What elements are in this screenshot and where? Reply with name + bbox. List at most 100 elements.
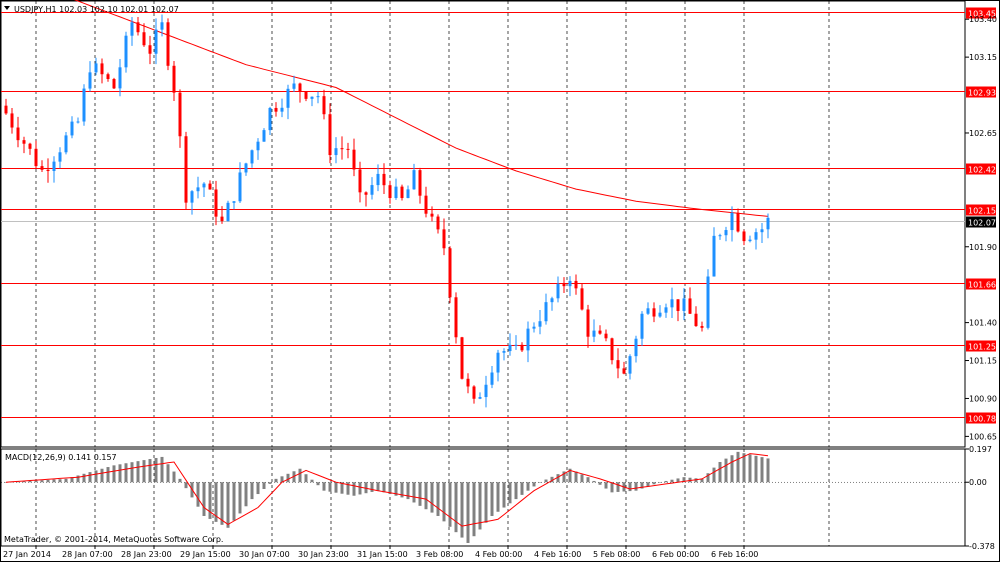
candle[interactable] xyxy=(232,201,236,210)
candle[interactable] xyxy=(256,138,260,160)
candle[interactable] xyxy=(322,89,326,120)
candle[interactable] xyxy=(40,160,44,172)
candle[interactable] xyxy=(580,283,584,311)
candle[interactable] xyxy=(418,167,422,204)
candle[interactable] xyxy=(718,233,722,240)
candle[interactable] xyxy=(118,59,122,97)
candle[interactable] xyxy=(148,35,152,65)
candle[interactable] xyxy=(58,147,62,169)
candle[interactable] xyxy=(394,178,398,200)
candle[interactable] xyxy=(706,269,710,330)
candle[interactable] xyxy=(244,162,248,176)
candle[interactable] xyxy=(100,58,104,84)
candle[interactable] xyxy=(130,16,134,46)
candle[interactable] xyxy=(268,106,272,136)
candle[interactable] xyxy=(412,163,416,190)
candle[interactable] xyxy=(22,136,26,154)
candle[interactable] xyxy=(82,84,86,126)
candle[interactable] xyxy=(370,177,374,200)
candle[interactable] xyxy=(592,319,596,343)
candle[interactable] xyxy=(286,84,290,120)
candle[interactable] xyxy=(466,373,470,394)
candle[interactable] xyxy=(94,57,98,76)
candle[interactable] xyxy=(664,303,668,318)
candle[interactable] xyxy=(328,103,332,164)
candle[interactable] xyxy=(280,98,284,118)
candle[interactable] xyxy=(442,218,446,256)
candle[interactable] xyxy=(646,302,650,315)
candle[interactable] xyxy=(550,296,554,311)
candle[interactable] xyxy=(514,335,518,350)
candle[interactable] xyxy=(478,392,482,400)
candle[interactable] xyxy=(28,142,32,155)
candle[interactable] xyxy=(166,18,170,71)
candle[interactable] xyxy=(292,75,296,93)
candle[interactable] xyxy=(226,200,230,222)
candle[interactable] xyxy=(70,116,74,139)
candle[interactable] xyxy=(448,246,452,304)
candle[interactable] xyxy=(724,226,728,242)
candle[interactable] xyxy=(742,229,746,246)
candle[interactable] xyxy=(544,293,548,325)
candle[interactable] xyxy=(184,131,188,210)
candle[interactable] xyxy=(160,14,164,37)
candle[interactable] xyxy=(364,191,368,207)
candle[interactable] xyxy=(496,349,500,382)
candle[interactable] xyxy=(76,117,80,124)
candle[interactable] xyxy=(340,136,344,160)
candle[interactable] xyxy=(142,23,146,47)
candle[interactable] xyxy=(700,321,704,332)
candle[interactable] xyxy=(658,305,662,318)
candle[interactable] xyxy=(526,321,530,363)
candle[interactable] xyxy=(628,354,632,380)
candle[interactable] xyxy=(490,366,494,389)
candle[interactable] xyxy=(124,31,128,73)
candle[interactable] xyxy=(454,292,458,344)
candle[interactable] xyxy=(196,176,200,199)
candle[interactable] xyxy=(502,348,506,361)
candle[interactable] xyxy=(520,342,524,352)
candle[interactable] xyxy=(730,206,734,242)
candle[interactable] xyxy=(274,102,278,117)
candle[interactable] xyxy=(604,329,608,342)
price-panel[interactable]: USDJPY,H1 102.03 102.10 102.01 102.07 xyxy=(0,0,966,448)
candle[interactable] xyxy=(622,361,626,375)
candle[interactable] xyxy=(748,235,752,243)
candle[interactable] xyxy=(652,302,656,323)
candle[interactable] xyxy=(136,16,140,36)
candle[interactable] xyxy=(766,213,770,239)
candle[interactable] xyxy=(310,96,314,107)
candle[interactable] xyxy=(52,156,56,183)
candle[interactable] xyxy=(214,180,218,226)
candle[interactable] xyxy=(220,206,224,224)
candle[interactable] xyxy=(586,304,590,348)
candle[interactable] xyxy=(460,336,464,380)
candle[interactable] xyxy=(202,182,206,198)
candle[interactable] xyxy=(208,180,212,190)
candle[interactable] xyxy=(358,161,362,203)
candle[interactable] xyxy=(562,277,566,294)
candle[interactable] xyxy=(352,138,356,177)
candle[interactable] xyxy=(376,164,380,192)
candle[interactable] xyxy=(508,333,512,356)
candle[interactable] xyxy=(574,274,578,295)
candle[interactable] xyxy=(754,228,758,250)
candle[interactable] xyxy=(682,288,686,321)
candle[interactable] xyxy=(568,276,572,297)
candle[interactable] xyxy=(388,180,392,204)
candle[interactable] xyxy=(250,149,254,168)
candle[interactable] xyxy=(424,186,428,218)
candle[interactable] xyxy=(178,89,182,148)
candle[interactable] xyxy=(10,108,14,134)
candle[interactable] xyxy=(304,91,308,102)
candle[interactable] xyxy=(694,306,698,327)
candle[interactable] xyxy=(334,137,338,164)
macd-panel[interactable]: MACD(12,26,9) 0.141 0.157 MetaTrader, © … xyxy=(0,448,966,547)
candle[interactable] xyxy=(400,184,404,201)
candle[interactable] xyxy=(430,206,434,222)
candle[interactable] xyxy=(634,335,638,363)
candle[interactable] xyxy=(154,18,158,65)
candle[interactable] xyxy=(34,140,38,169)
candle[interactable] xyxy=(190,190,194,215)
